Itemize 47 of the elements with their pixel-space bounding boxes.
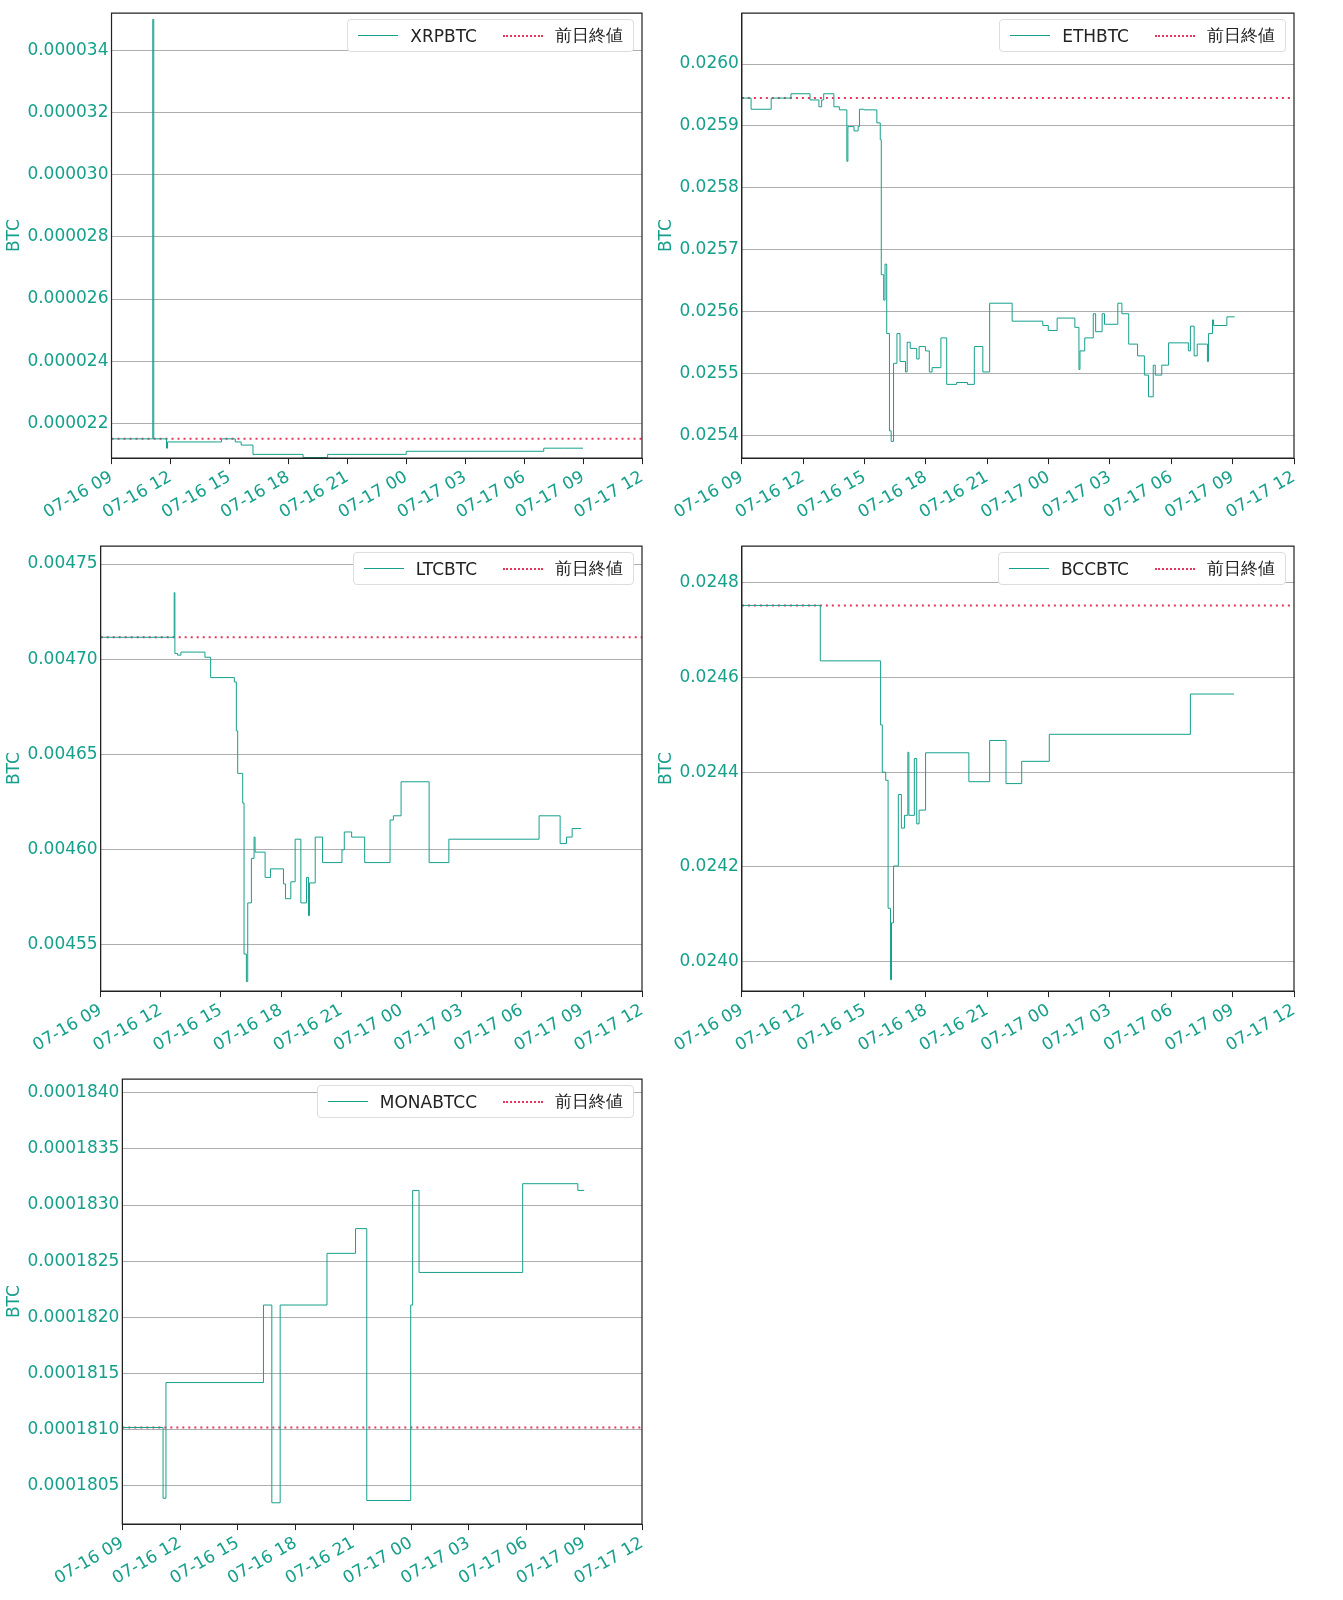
legend-label: 前日終値	[555, 1090, 623, 1114]
y-tick-label: 0.0001815	[27, 1361, 120, 1382]
y-tick-label: 0.00460	[27, 837, 98, 858]
y-tick-label: 0.0001805	[27, 1474, 120, 1495]
y-tick-label: 0.0001830	[27, 1193, 120, 1214]
legend-label: XRPBTC	[410, 25, 477, 46]
y-axis-title: BTC	[2, 219, 23, 253]
y-tick-label: 0.000022	[27, 411, 109, 432]
legend-label: 前日終値	[1207, 557, 1275, 581]
y-tick-label: 0.0258	[679, 176, 739, 197]
legend-label: BCCBTC	[1060, 558, 1129, 579]
y-tick-label: 0.000024	[27, 349, 109, 370]
y-tick-label: 0.00470	[27, 647, 98, 668]
y-tick-label: 0.000028	[27, 225, 109, 246]
y-axis-title: BTC	[654, 219, 675, 253]
y-tick-label: 0.0260	[679, 52, 739, 73]
y-tick-label: 0.000034	[27, 38, 109, 59]
y-tick-label: 0.00475	[27, 552, 98, 573]
legend-label: MONABTCC	[379, 1091, 477, 1112]
y-tick-label: 0.0240	[679, 950, 739, 971]
legend-label: 前日終値	[555, 557, 623, 581]
y-tick-label: 0.0001810	[27, 1418, 120, 1439]
y-tick-label: 0.00455	[27, 932, 98, 953]
y-tick-label: 0.0254	[679, 424, 739, 445]
y-tick-label: 0.0242	[679, 855, 739, 876]
y-tick-label: 0.0001820	[27, 1305, 120, 1326]
y-tick-label: 0.0259	[679, 114, 739, 135]
y-axis-title: BTC	[654, 752, 675, 786]
y-tick-label: 0.0256	[679, 300, 739, 321]
legend-label: ETHBTC	[1062, 25, 1129, 46]
legend-label: 前日終値	[555, 24, 623, 48]
y-tick-label: 0.0246	[679, 665, 739, 686]
y-tick-label: 0.000026	[27, 287, 109, 308]
y-axis-title: BTC	[2, 1285, 23, 1319]
y-axis-title: BTC	[2, 752, 23, 786]
y-tick-label: 0.000030	[27, 163, 109, 184]
y-tick-label: 0.0001840	[27, 1081, 120, 1102]
y-tick-label: 0.00465	[27, 742, 98, 763]
y-tick-label: 0.0255	[679, 362, 739, 383]
y-tick-label: 0.000032	[27, 101, 109, 122]
legend-label: LTCBTC	[415, 558, 477, 579]
y-tick-label: 0.0257	[679, 238, 739, 259]
y-tick-label: 0.0244	[679, 760, 739, 781]
y-tick-label: 0.0001835	[27, 1137, 120, 1158]
y-tick-label: 0.0248	[679, 571, 739, 592]
legend-label: 前日終値	[1207, 24, 1275, 48]
y-tick-label: 0.0001825	[27, 1249, 120, 1270]
